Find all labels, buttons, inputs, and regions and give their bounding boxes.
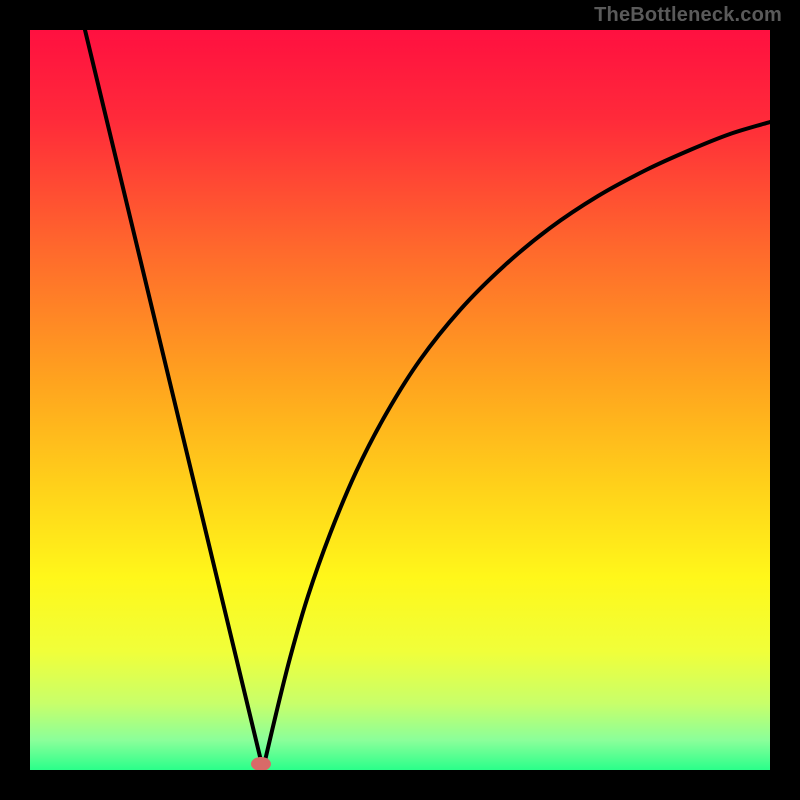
- border-bottom: [0, 770, 800, 800]
- watermark-text: TheBottleneck.com: [594, 4, 782, 27]
- plot-area: [30, 30, 770, 770]
- bottleneck-curve: [30, 30, 770, 770]
- border-left: [0, 0, 30, 800]
- border-right: [770, 0, 800, 800]
- optimal-point-marker: [251, 757, 271, 771]
